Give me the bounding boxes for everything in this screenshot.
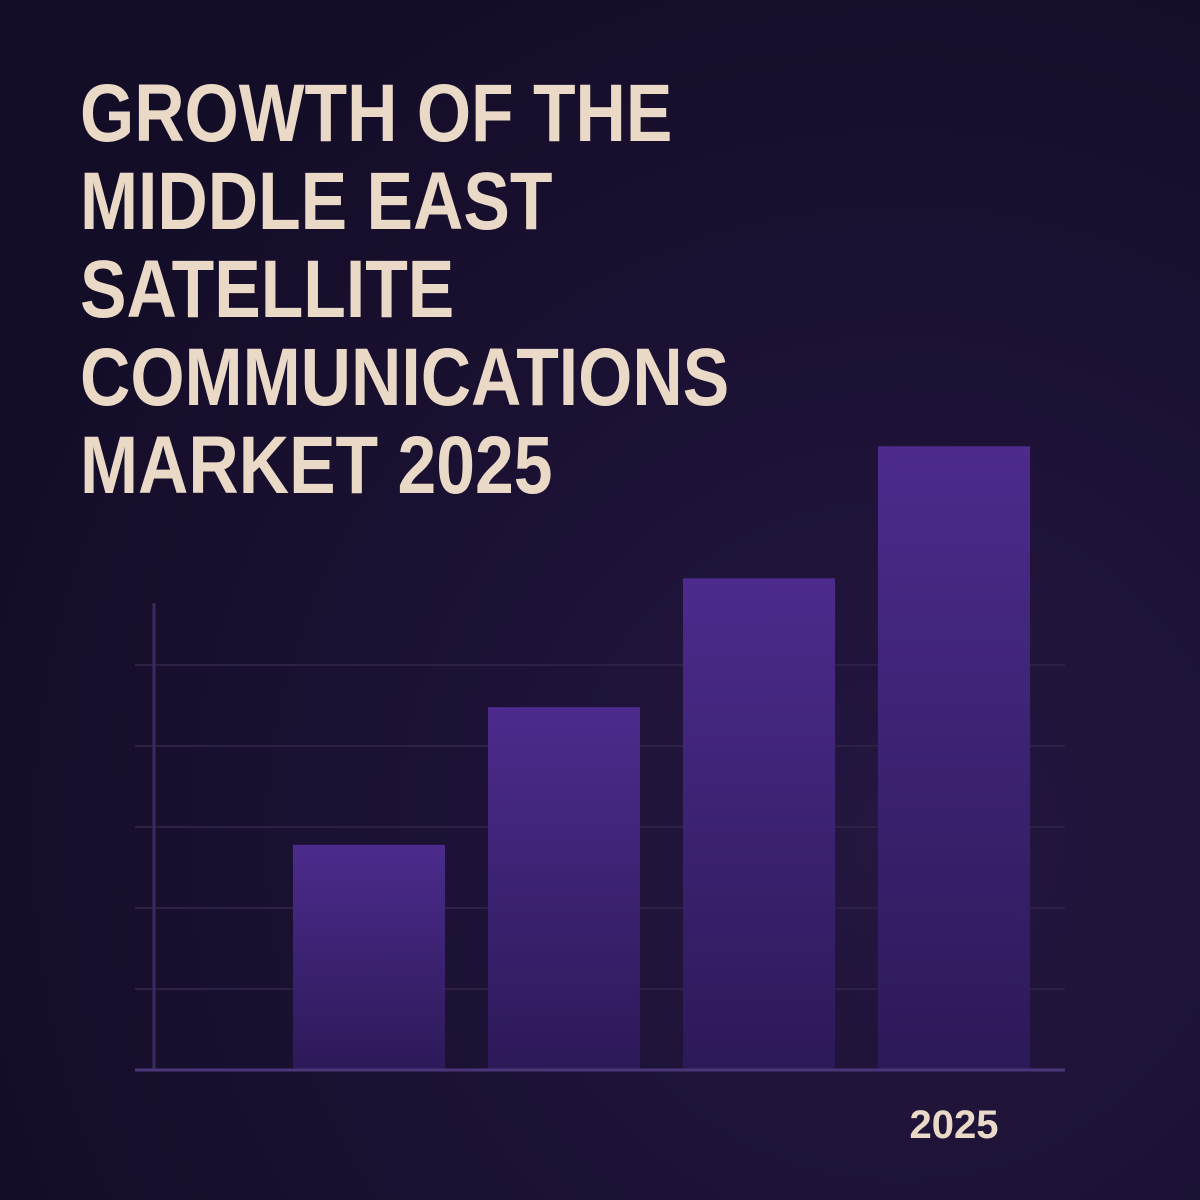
bar bbox=[877, 446, 1031, 1070]
x-tick-label: 2025 bbox=[910, 1103, 999, 1147]
bar bbox=[487, 707, 641, 1070]
bar bbox=[682, 578, 836, 1070]
bar bbox=[292, 844, 446, 1070]
chart-title: GROWTH OF THE MIDDLE EAST SATELLITE COMM… bbox=[80, 68, 730, 511]
